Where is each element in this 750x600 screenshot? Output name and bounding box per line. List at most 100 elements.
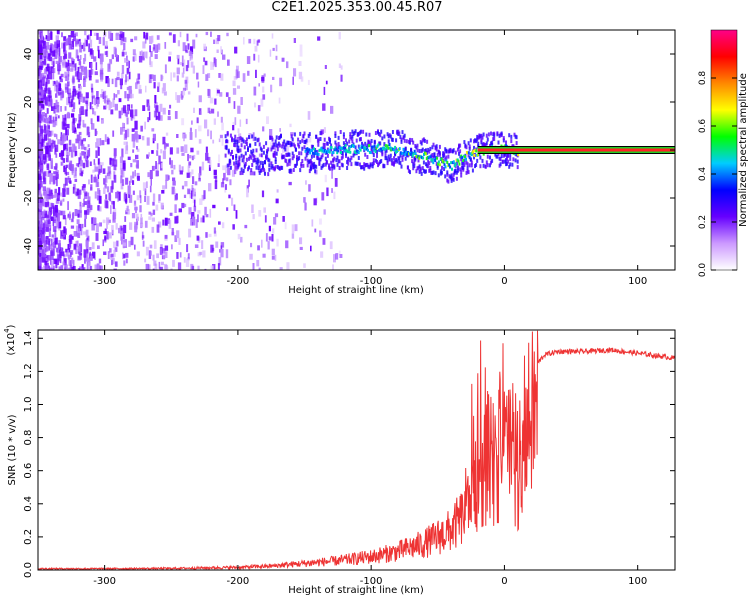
noise-speckle [205,31,209,36]
noise-speckle [253,38,256,45]
signal-halo [449,175,452,180]
noise-speckle [55,116,57,121]
noise-speckle [101,162,104,166]
carrier-line-red [477,148,675,152]
noise-speckle [172,34,176,43]
noise-speckle [65,148,68,156]
noise-speckle [45,227,49,232]
noise-speckle [124,79,127,85]
noise-speckle [176,67,180,75]
noise-speckle [136,146,138,150]
noise-speckle [79,85,82,90]
signal-halo [233,142,236,147]
signal-halo [324,150,327,155]
noise-speckle [131,133,135,142]
signal-halo [465,145,468,150]
noise-speckle [79,210,82,218]
signal-halo [360,129,362,134]
signal-halo [369,142,372,147]
noise-speckle [45,236,47,242]
noise-speckle [140,125,143,132]
noise-speckle [77,232,81,238]
noise-speckle [117,90,120,95]
signal-halo [293,144,296,149]
noise-speckle [115,54,118,58]
noise-speckle [57,254,61,262]
noise-speckle [59,251,62,259]
signal-halo [398,160,401,165]
noise-speckle [249,253,253,260]
signal-halo [486,154,489,159]
noise-speckle [289,123,292,128]
signal-halo [242,154,245,159]
noise-speckle [91,68,94,75]
noise-speckle [199,198,203,205]
noise-speckle [85,160,89,168]
signal-halo [237,149,240,154]
noise-speckle [216,49,219,53]
noise-speckle [85,229,89,237]
noise-speckle [207,156,211,164]
noise-speckle [214,58,217,68]
noise-speckle [78,228,81,233]
noise-speckle [268,236,273,241]
noise-speckle [291,233,295,239]
signal-halo [460,173,463,178]
signal-halo [336,162,339,167]
noise-speckle [258,153,262,157]
signal-halo [275,135,278,140]
noise-speckle [71,113,75,118]
noise-speckle [43,241,46,247]
noise-speckle [50,98,53,104]
signal-halo [489,155,491,160]
noise-speckle [220,248,224,258]
noise-speckle [89,48,93,55]
noise-speckle [50,251,54,261]
noise-speckle [219,92,223,97]
signal-halo [429,168,432,173]
signal-core [309,151,312,155]
noise-speckle [42,75,46,79]
noise-speckle [179,252,182,258]
signal-halo [241,158,244,163]
noise-speckle [286,262,290,270]
noise-speckle [52,205,56,214]
noise-speckle [92,217,96,225]
noise-speckle [68,247,71,253]
noise-speckle [123,43,126,51]
signal-halo [281,144,284,149]
signal-halo [470,163,473,168]
noise-speckle [164,64,167,74]
noise-speckle [320,251,324,258]
noise-speckle [72,259,75,269]
signal-halo [516,165,519,170]
noise-speckle [49,180,52,185]
spectrogram-xtick: 0 [501,276,507,287]
snr-ytick: 0.8 [23,430,34,446]
noise-speckle [86,200,90,209]
signal-halo [288,158,291,163]
noise-speckle [272,47,275,51]
noise-speckle [198,177,201,182]
noise-speckle [195,219,198,228]
noise-speckle [91,217,95,224]
noise-speckle [101,140,105,146]
noise-speckle [176,252,179,259]
noise-speckle [331,188,333,193]
signal-halo [428,161,431,166]
noise-speckle [39,117,41,123]
noise-speckle [157,86,160,92]
noise-speckle [279,77,283,87]
noise-speckle [113,241,117,248]
signal-halo [305,153,308,158]
noise-speckle [234,165,237,175]
noise-speckle [115,55,119,62]
signal-halo [332,163,335,168]
noise-speckle [56,105,60,113]
signal-halo [407,168,410,173]
noise-speckle [94,97,96,106]
signal-core [467,151,470,155]
signal-halo [391,137,394,142]
signal-halo [466,166,469,170]
signal-halo [469,138,472,143]
